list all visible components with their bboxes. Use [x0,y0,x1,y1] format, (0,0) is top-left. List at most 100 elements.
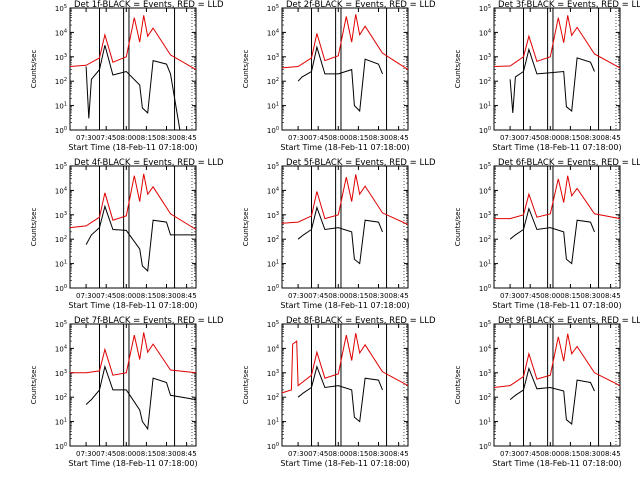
y-tick-label: 105 [55,320,67,329]
y-axis-label: Counts/sec [454,208,462,247]
x-tick-label: 08:15 [136,450,156,458]
x-tick-label: 08:30 [580,292,600,300]
chart-panel-4: Det 4f-BLACK = Events, RED = LLD 100 101 10… [30,158,224,310]
x-tick-label: 07:30 [288,134,308,142]
x-tick-label: 07:30 [288,450,308,458]
x-tick-label: 08:15 [560,134,580,142]
chart-panel-6: Det 6f-BLACK = Events, RED = LLD 100 101 10… [454,158,640,310]
x-tick-label: 07:45 [308,292,328,300]
x-tick-label: 07:45 [520,292,540,300]
y-tick-label: 104 [479,186,491,195]
chart-panel-3: Det 3f-BLACK = Events, RED = LLD 100 101 10… [454,0,640,152]
series-line-lld [493,15,621,69]
x-tick-label: 08:45 [601,450,621,458]
chart-title: Det 8f-BLACK = Events, RED = LLD [286,316,436,326]
series-line-lld [281,174,409,225]
series-line-lld [281,14,409,71]
x-tick-label: 08:00 [328,134,348,142]
series-line-lld [493,333,621,388]
plot-frame [281,323,409,447]
chart-title: Det 5f-BLACK = Events, RED = LLD [286,158,436,168]
y-tick-label: 105 [479,162,491,171]
x-tick-label: 08:00 [116,134,136,142]
x-axis-label: Start Time (18-Feb-11 07:18:00) [492,459,621,468]
series-line-events [297,45,383,113]
plot-frame [493,323,621,447]
x-tick-label: 08:15 [560,292,580,300]
y-tick-label: 102 [55,393,67,402]
x-tick-label: 08:15 [136,134,156,142]
y-tick-label: 105 [267,320,279,329]
y-tick-label: 105 [479,320,491,329]
chart-panel-5: Det 5f-BLACK = Events, RED = LLD 100 101 10… [242,158,436,310]
y-axis-label: Counts/sec [30,208,38,247]
y-tick-label: 104 [267,344,279,353]
y-tick-label: 105 [55,162,67,171]
x-tick-label: 08:15 [348,292,368,300]
chart-title: Det 6f-BLACK = Events, RED = LLD [498,158,640,168]
y-tick-label: 103 [267,369,279,378]
y-tick-label: 105 [479,4,491,13]
y-tick-label: 102 [479,393,491,402]
plot-frame [493,165,621,289]
x-tick-label: 08:45 [601,292,621,300]
y-tick-label: 104 [55,28,67,37]
series-line-events [85,364,197,431]
x-tick-label: 08:15 [136,292,156,300]
y-tick-label: 101 [479,102,491,111]
x-tick-label: 08:45 [177,450,197,458]
chart-panel-9: Det 9f-BLACK = Events, RED = LLD 100 101 10… [454,316,640,468]
x-tick-label: 08:00 [540,292,560,300]
x-tick-label: 08:45 [601,134,621,142]
y-tick-label: 104 [55,186,67,195]
series-line-lld [494,175,621,220]
x-tick-label: 07:30 [500,134,520,142]
series-line-events [85,45,181,131]
x-tick-label: 08:30 [368,450,388,458]
y-tick-label: 102 [479,77,491,86]
chart-title: Det 4f-BLACK = Events, RED = LLD [74,158,224,168]
x-tick-label: 08:15 [348,134,368,142]
plot-frame [69,7,197,131]
y-tick-label: 102 [55,235,67,244]
y-tick-label: 101 [55,102,67,111]
x-tick-label: 08:15 [560,450,580,458]
x-axis-label: Start Time (18-Feb-11 07:18:00) [280,459,409,468]
y-tick-label: 100 [55,126,67,135]
x-tick-label: 07:45 [96,450,116,458]
x-tick-label: 07:45 [308,134,328,142]
y-tick-label: 100 [479,284,491,293]
x-axis-label: Start Time (18-Feb-11 07:18:00) [68,143,197,152]
x-tick-label: 08:00 [328,450,348,458]
x-axis-label: Start Time (18-Feb-11 07:18:00) [280,143,409,152]
y-tick-label: 101 [267,102,279,111]
y-tick-label: 100 [55,284,67,293]
y-tick-label: 103 [55,53,67,62]
x-tick-label: 08:45 [177,292,197,300]
x-axis-label: Start Time (18-Feb-11 07:18:00) [68,301,197,310]
x-tick-label: 08:30 [156,292,176,300]
x-axis-label: Start Time (18-Feb-11 07:18:00) [280,301,409,310]
series-line-events [297,364,383,423]
y-tick-label: 103 [55,369,67,378]
x-tick-label: 08:45 [389,292,409,300]
y-tick-label: 104 [267,28,279,37]
x-tick-label: 07:30 [500,450,520,458]
plot-frame [281,7,409,131]
y-tick-label: 104 [267,186,279,195]
x-tick-label: 08:30 [368,292,388,300]
x-tick-label: 07:30 [76,292,96,300]
x-tick-label: 07:30 [76,450,96,458]
x-tick-label: 08:30 [580,450,600,458]
y-tick-label: 103 [267,211,279,220]
series-line-events [85,204,196,272]
y-tick-label: 100 [479,442,491,451]
chart-panel-7: Det 7f-BLACK = Events, RED = LLD 100 101 10… [30,316,224,468]
x-axis-label: Start Time (18-Feb-11 07:18:00) [492,301,621,310]
x-tick-label: 07:30 [500,292,520,300]
y-tick-label: 104 [55,344,67,353]
x-tick-label: 07:30 [76,134,96,142]
y-tick-label: 101 [55,260,67,269]
y-tick-label: 105 [55,4,67,13]
